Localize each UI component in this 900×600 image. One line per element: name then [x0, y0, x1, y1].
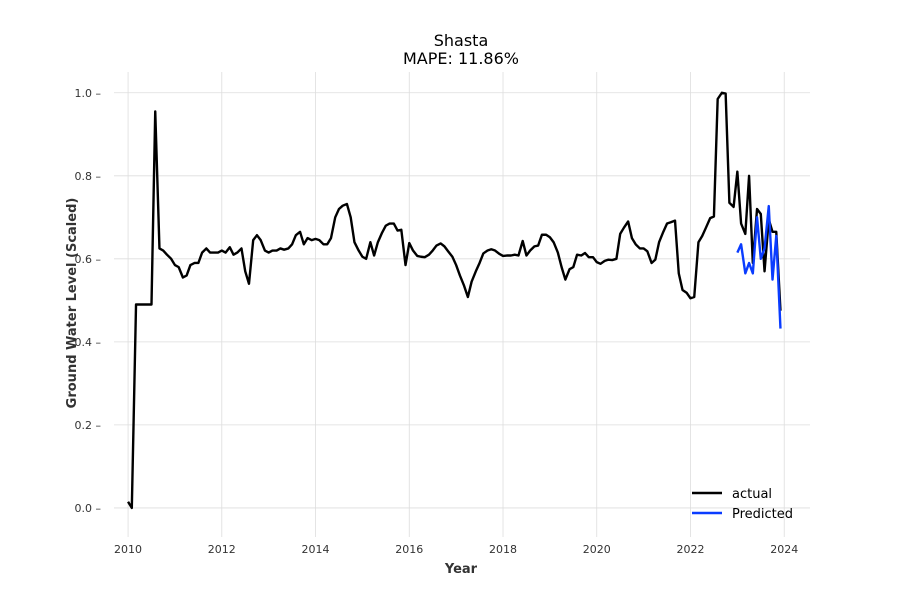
x-axis-label: Year — [444, 562, 478, 577]
tick-label-layer: 2010 2012 2014 2016 2018 2020 2022 2024 0.0 – 0.2… — [75, 87, 799, 556]
series-layer — [127, 91, 782, 510]
x-tick-label: 2024 — [770, 543, 798, 556]
series-line-predicted — [736, 204, 782, 329]
x-tick-label: 2018 — [489, 543, 517, 556]
y-tick-label: 0.6 – — [75, 253, 102, 266]
y-tick-label: 0.2 – — [75, 419, 102, 432]
x-tick-label: 2022 — [676, 543, 704, 556]
y-tick-label: 0.4 – — [75, 336, 102, 349]
x-tick-label: 2012 — [208, 543, 236, 556]
chart-subtitle: MAPE: 11.86% — [403, 49, 519, 68]
legend: actual Predicted — [692, 487, 793, 522]
chart-title: Shasta — [434, 31, 489, 50]
x-tick-label: 2010 — [114, 543, 142, 556]
y-tick-label: 0.8 – — [75, 170, 102, 183]
y-tick-label: 0.0 – — [75, 502, 102, 515]
series-line-actual — [127, 91, 782, 510]
grid-layer — [114, 72, 810, 537]
x-tick-label: 2020 — [583, 543, 611, 556]
y-tick-label: 1.0 – — [75, 87, 102, 100]
legend-label-actual: actual — [732, 487, 772, 502]
legend-label-predicted: Predicted — [732, 507, 793, 522]
x-tick-label: 2014 — [302, 543, 330, 556]
x-tick-label: 2016 — [395, 543, 423, 556]
y-axis-label: Ground Water Level (Scaled) — [65, 198, 80, 409]
